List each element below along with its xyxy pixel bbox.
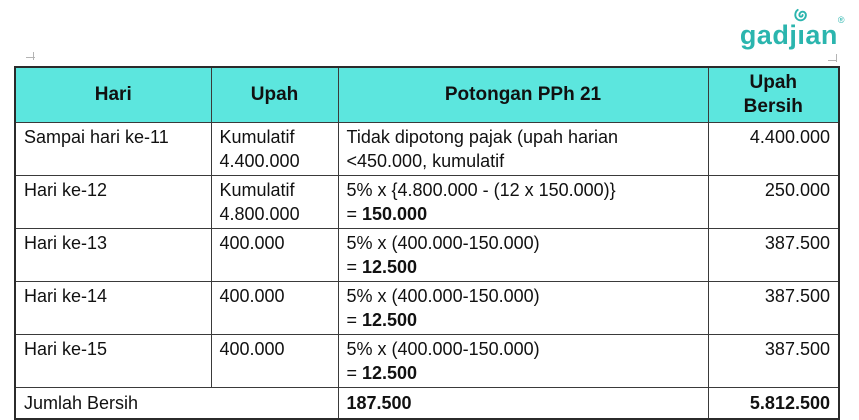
cell-hari: Hari ke-13 bbox=[14, 228, 212, 282]
col-header-upah: Upah bbox=[210, 66, 339, 123]
cell-upah-bersih: 250.000 bbox=[707, 175, 840, 229]
cell-upah: Kumulatif 4.400.000 bbox=[210, 122, 339, 176]
cell-upah-bersih: 387.500 bbox=[707, 281, 840, 335]
cell-upah-bersih: 387.500 bbox=[707, 334, 840, 388]
logo-letter-i: ı bbox=[794, 8, 808, 49]
spiral-icon bbox=[794, 8, 808, 22]
col-header-upah-bersih: Upah Bersih bbox=[707, 66, 840, 123]
cell-total-label: Jumlah Bersih bbox=[14, 387, 339, 420]
cell-upah-bersih: 4.400.000 bbox=[707, 122, 840, 176]
logo-text-start: gadj bbox=[739, 20, 798, 50]
header-row: Hari Upah Potongan PPh 21 Upah Bersih bbox=[14, 66, 840, 123]
cell-potongan: 5% x (400.000-150.000) = 12.500 bbox=[337, 334, 709, 388]
crop-mark-left bbox=[26, 57, 35, 58]
col-header-potongan-pph21: Potongan PPh 21 bbox=[337, 66, 709, 123]
cell-potongan: 5% x {4.800.000 - (12 x 150.000)} = 150.… bbox=[337, 175, 709, 229]
total-row: Jumlah Bersih 187.500 5.812.500 bbox=[14, 387, 840, 420]
pph21-calculation-table: Hari Upah Potongan PPh 21 Upah Bersih Sa… bbox=[14, 66, 840, 420]
logo-text-end: an bbox=[805, 20, 838, 50]
col-header-hari: Hari bbox=[14, 66, 212, 123]
table-row: Hari ke-14 400.000 5% x (400.000-150.000… bbox=[14, 281, 840, 335]
cell-upah-bersih: 387.500 bbox=[707, 228, 840, 282]
cell-hari: Hari ke-12 bbox=[14, 175, 212, 229]
cell-potongan: Tidak dipotong pajak (upah harian <450.0… bbox=[337, 122, 709, 176]
cell-hari: Hari ke-15 bbox=[14, 334, 212, 388]
cell-upah: 400.000 bbox=[210, 334, 339, 388]
table-row: Sampai hari ke-11 Kumulatif 4.400.000 Ti… bbox=[14, 122, 840, 176]
crop-mark-right-vertical bbox=[836, 54, 837, 62]
registered-trademark-mark: ® bbox=[837, 15, 845, 25]
crop-mark-right bbox=[828, 60, 837, 61]
table-row: Hari ke-13 400.000 5% x (400.000-150.000… bbox=[14, 228, 840, 282]
page: { "logo": { "brand_before_i": "gadj", "b… bbox=[14, 8, 845, 420]
cell-upah: 400.000 bbox=[210, 281, 339, 335]
cell-total-potongan: 187.500 bbox=[337, 387, 709, 420]
table-row: Hari ke-12 Kumulatif 4.800.000 5% x {4.8… bbox=[14, 175, 840, 229]
cell-hari: Hari ke-14 bbox=[14, 281, 212, 335]
cell-total-upah-bersih: 5.812.500 bbox=[707, 387, 840, 420]
cell-hari: Sampai hari ke-11 bbox=[14, 122, 212, 176]
crop-mark-left-vertical bbox=[33, 52, 34, 60]
cell-potongan: 5% x (400.000-150.000) = 12.500 bbox=[337, 228, 709, 282]
table-row: Hari ke-15 400.000 5% x (400.000-150.000… bbox=[14, 334, 840, 388]
gadjian-logo: gadj ıan® bbox=[739, 8, 845, 50]
cell-potongan: 5% x (400.000-150.000) = 12.500 bbox=[337, 281, 709, 335]
cell-upah: 400.000 bbox=[210, 228, 339, 282]
cell-upah: Kumulatif 4.800.000 bbox=[210, 175, 339, 229]
